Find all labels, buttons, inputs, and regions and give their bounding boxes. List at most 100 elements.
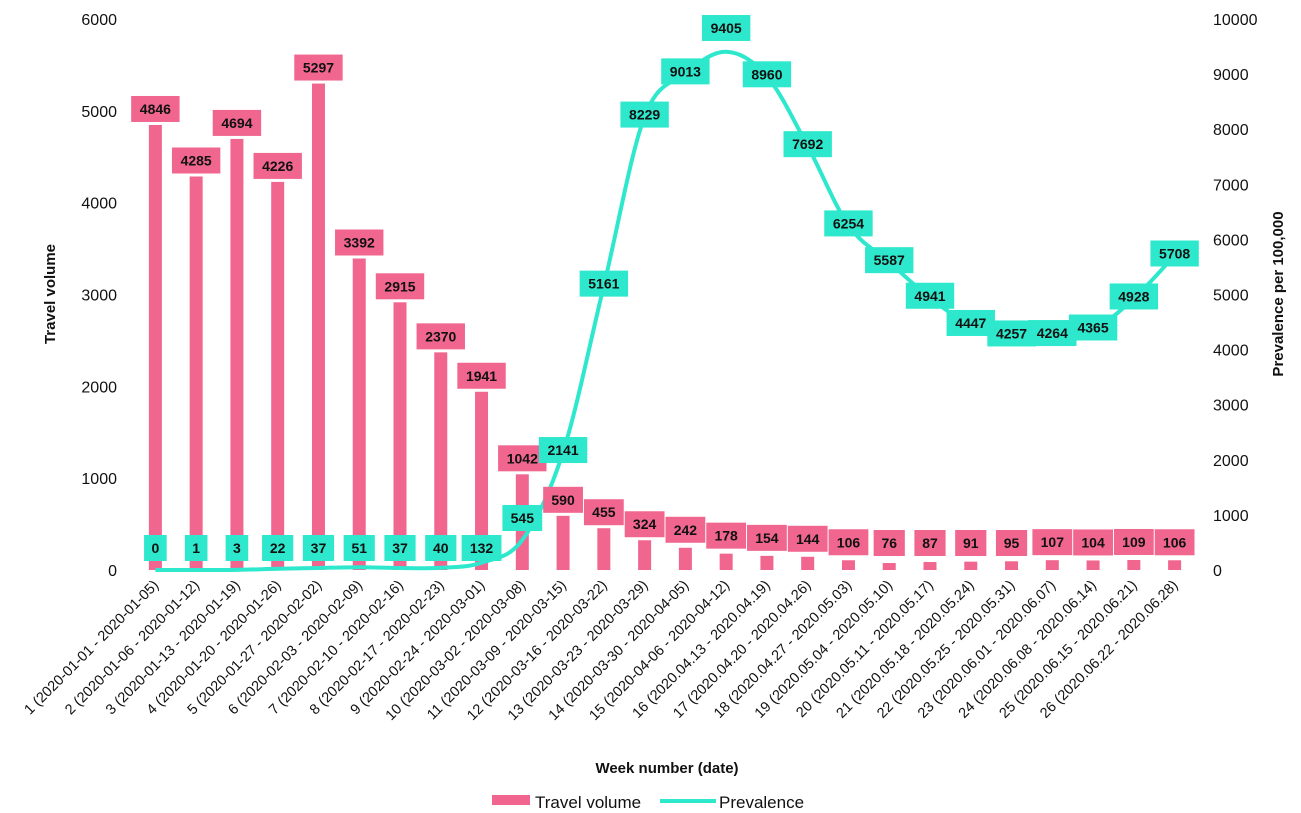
y-tick-label: 6000 [81, 12, 117, 29]
travel-volume-data-label-bg [828, 529, 869, 556]
travel-volume-data-label-bg [583, 499, 624, 526]
prevalence-data-label: 1 [192, 540, 200, 556]
travel-volume-bar [1005, 561, 1019, 570]
travel-volume-data-label: 4285 [181, 152, 212, 168]
travel-volume-data-label-bg [335, 229, 384, 256]
prevalence-data-label: 4941 [914, 288, 945, 304]
prevalence-data-label-bg [184, 535, 208, 561]
travel-volume-data-label: 106 [1163, 534, 1187, 550]
prevalence-data-label: 0 [151, 540, 159, 556]
travel-volume-data-label: 144 [796, 531, 820, 547]
travel-volume-bar [434, 352, 448, 570]
prevalence-data-label-bg [987, 320, 1036, 347]
right-y-axis: 0 1000 2000 3000 4000 5000 6000 7000 8000 9000 100… [1213, 12, 1258, 580]
y2-tick-label: 8000 [1213, 122, 1249, 139]
y-tick-label: 2000 [81, 379, 117, 396]
travel-volume-data-label: 5297 [303, 60, 334, 76]
travel-volume-bar [964, 561, 978, 570]
prevalence-data-label: 6254 [833, 215, 864, 231]
travel-volume-data-label-bg [1073, 529, 1113, 556]
prevalence-data-label-bg [905, 282, 955, 309]
travel-volume-data-label: 104 [1081, 534, 1105, 550]
legend-bar-swatch [492, 795, 530, 805]
travel-volume-data-label: 76 [881, 535, 897, 551]
travel-volume-bar [638, 540, 652, 570]
travel-volume-data-label-bg [375, 273, 425, 300]
prevalence-data-label-bg [1150, 240, 1199, 267]
travel-volume-bar [1168, 560, 1182, 570]
travel-volume-bar [923, 562, 937, 570]
travel-volume-bar [1086, 560, 1100, 570]
y-tick-label: 5000 [81, 104, 117, 121]
y2-axis-title: Prevalence per 100,000 [1270, 211, 1287, 376]
y-tick-label: 3000 [81, 288, 117, 305]
travel-volume-data-label: 1941 [466, 368, 497, 384]
travel-volume-data-label-bg [1154, 529, 1195, 556]
travel-volume-data-label-bg [747, 524, 787, 551]
travel-volume-data-label: 1042 [507, 450, 538, 466]
y-tick-label: 4000 [81, 196, 117, 213]
prevalence-data-label-bg [262, 535, 294, 561]
y2-tick-label: 0 [1213, 563, 1222, 580]
travel-volume-data-label-bg [873, 530, 905, 556]
travel-volume-bar [230, 138, 244, 570]
travel-volume-data-label: 4226 [262, 158, 293, 174]
travel-volume-data-label-bg [416, 323, 465, 350]
travel-volume-data-label-bg [624, 511, 665, 538]
prevalence-data-label: 2141 [547, 442, 578, 458]
prevalence-data-label-bg [661, 58, 710, 85]
y2-tick-label: 3000 [1213, 398, 1249, 415]
travel-volume-bar [678, 547, 692, 570]
prevalence-data-label: 22 [270, 540, 286, 556]
travel-volume-data-label-bg [253, 152, 302, 179]
prevalence-data-label: 9013 [670, 63, 701, 79]
prevalence-data-label-bg [946, 309, 995, 336]
prevalence-data-label-bg [865, 247, 914, 274]
travel-volume-data-label: 95 [1004, 535, 1020, 551]
travel-volume-data-label-bg [914, 530, 946, 556]
prevalence-data-label-bg [1068, 314, 1118, 341]
prevalence-data-label: 4447 [955, 315, 986, 331]
y-tick-label: 1000 [81, 471, 117, 488]
travel-volume-data-label: 4846 [140, 101, 171, 117]
prevalence-data-label-bg [144, 535, 167, 561]
travel-volume-bar [311, 83, 325, 570]
travel-volume-data-label: 324 [633, 516, 657, 532]
travel-volume-data-label-bg [955, 530, 987, 556]
travel-volume-data-label: 178 [714, 528, 738, 544]
travel-volume-data-label-bg [294, 54, 343, 81]
prevalence-data-label: 4928 [1118, 288, 1149, 304]
prevalence-data-label: 4365 [1077, 319, 1108, 335]
travel-volume-bar [556, 515, 570, 570]
travel-volume-data-label: 455 [592, 504, 616, 520]
y-axis-title: Travel volume [42, 244, 59, 344]
prevalence-data-label-bg [502, 505, 543, 531]
y2-tick-label: 10000 [1213, 12, 1258, 29]
travel-volume-bar [189, 176, 203, 570]
y2-tick-label: 6000 [1213, 232, 1249, 249]
travel-volume-bar [1127, 559, 1141, 570]
prevalence-data-label: 8229 [629, 107, 660, 123]
travel-volume-data-label-bg [665, 516, 706, 543]
prevalence-data-label-bg [225, 535, 249, 561]
prevalence-data-label-bg [701, 15, 751, 41]
travel-volume-data-label: 107 [1041, 534, 1065, 550]
travel-volume-data-label: 106 [837, 534, 861, 550]
y2-tick-label: 2000 [1213, 453, 1249, 470]
prevalence-data-label: 5587 [874, 252, 905, 268]
legend: Travel volume Prevalence [492, 793, 804, 812]
travel-volume-data-label: 91 [963, 535, 979, 551]
travel-volume-bar [882, 563, 896, 570]
prevalence-data-label: 37 [311, 540, 327, 556]
travel-volume-data-label: 4694 [221, 115, 252, 131]
travel-volume-data-label-bg [171, 147, 221, 174]
travel-volume-data-label: 2370 [425, 328, 456, 344]
y2-tick-label: 5000 [1213, 288, 1249, 305]
prevalence-data-label-bg [384, 535, 416, 561]
y-tick-label: 0 [108, 563, 117, 580]
prevalence-data-label-bg [620, 101, 669, 128]
y2-tick-label: 9000 [1213, 67, 1249, 84]
travel-volume-data-label-bg [498, 445, 547, 472]
prevalence-data-label: 4264 [1037, 325, 1068, 341]
legend-bar-label: Travel volume [535, 793, 641, 812]
